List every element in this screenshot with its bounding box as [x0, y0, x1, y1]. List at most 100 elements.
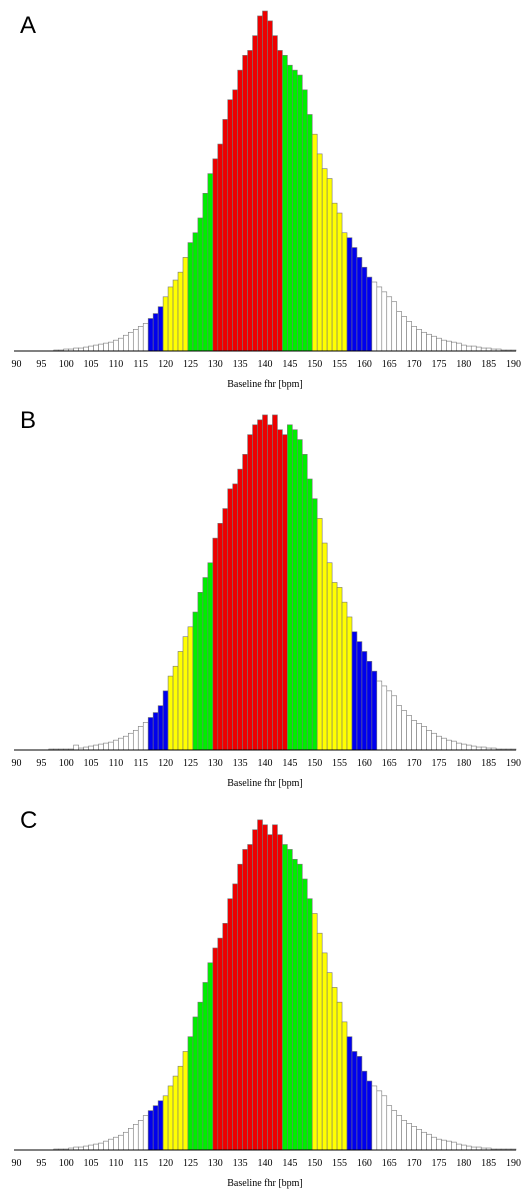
histogram-bar: [426, 729, 432, 751]
histogram-bar: [232, 483, 238, 751]
histogram-bar: [162, 1095, 169, 1151]
histogram-bar: [456, 1143, 462, 1151]
histogram-bar: [123, 334, 129, 352]
x-tick-label: 170: [407, 1158, 422, 1169]
histogram-bar: [177, 651, 184, 751]
x-tick-label: 185: [481, 1158, 496, 1169]
histogram-bar: [247, 844, 253, 1151]
histogram-bar: [331, 582, 338, 751]
histogram-bar: [441, 737, 447, 751]
histogram-bar: [252, 35, 258, 352]
histogram-bar: [336, 212, 343, 352]
histogram-bar: [232, 883, 238, 1151]
x-tick-label: 190: [506, 359, 521, 370]
histogram-bar: [222, 923, 229, 1151]
x-tick-label: 140: [258, 1158, 273, 1169]
histogram-bar: [147, 717, 154, 751]
histogram-bar: [331, 987, 338, 1151]
histogram-bar: [406, 321, 412, 352]
panel-c: C 90 95 100 105 110 115 120 125 130 135 140 145 150 1…: [11, 807, 521, 1189]
histogram-bar: [431, 732, 437, 751]
histogram-bar: [297, 863, 303, 1151]
histogram-bar: [147, 1110, 154, 1151]
x-tick-label: 105: [84, 1158, 99, 1169]
panel-a: A 90 95 100 105 110 115 120 125 130 135 140 145 150 1…: [11, 10, 521, 390]
histogram-bar: [371, 670, 378, 751]
histogram-bar: [401, 1120, 407, 1151]
histogram-bar: [326, 178, 333, 352]
histogram-bar: [282, 55, 288, 352]
histogram-bar: [326, 562, 333, 751]
panel-b: B 90 95 100 105 110 115 120 125 130 135 140 145 150 1…: [11, 407, 521, 789]
histogram-bar: [356, 1056, 363, 1151]
histogram-bar: [336, 587, 343, 751]
x-tick-label: 190: [506, 1158, 521, 1169]
histogram-bar: [386, 690, 393, 751]
histogram-bar: [396, 705, 402, 751]
histogram-bar: [262, 10, 268, 352]
histogram-bar: [292, 858, 298, 1151]
x-tick-label: 110: [109, 758, 124, 769]
histogram-bar: [103, 342, 109, 352]
histogram-bar: [187, 626, 194, 751]
histogram-bar: [446, 340, 452, 352]
x-tick-label: 185: [481, 758, 496, 769]
histogram-bar: [411, 720, 417, 751]
histogram-bar: [113, 339, 119, 352]
histogram-bar: [436, 337, 442, 352]
histogram-bar: [346, 616, 353, 751]
x-tick-label: 120: [158, 1158, 173, 1169]
histogram-bar: [306, 114, 313, 352]
histogram-bar: [242, 849, 248, 1151]
histogram-bar: [98, 343, 104, 352]
histogram-bar: [142, 722, 149, 751]
histogram-bar: [212, 947, 219, 1151]
histogram-bar: [441, 339, 447, 352]
histogram-bar: [346, 237, 353, 352]
x-axis-title: Baseline fhr [bpm]: [227, 379, 303, 390]
histogram-bar: [212, 537, 219, 751]
histogram-bar: [267, 424, 273, 751]
bar-group: [48, 414, 517, 751]
histogram-bar: [118, 1134, 124, 1151]
histogram-bar: [401, 710, 407, 751]
histogram-bar: [227, 488, 233, 751]
x-tick-labels: 90 95 100 105 110 115 120 125 130 135 140 145 150 155…: [11, 359, 521, 370]
x-tick-label: 125: [183, 758, 198, 769]
histogram-bar: [301, 89, 308, 352]
x-tick-label: 130: [208, 359, 223, 370]
x-tick-label: 125: [183, 359, 198, 370]
bar-group: [53, 10, 517, 352]
histogram-bar: [461, 743, 467, 751]
histogram-bar: [262, 414, 268, 751]
x-tick-label: 120: [158, 359, 173, 370]
histogram-bar: [108, 741, 114, 751]
histogram-bar: [356, 257, 363, 352]
histogram-bar: [212, 158, 219, 352]
histogram-bar: [157, 306, 164, 352]
histogram-bar: [93, 344, 99, 352]
histogram-bar: [73, 744, 79, 751]
histogram-bar: [108, 1138, 114, 1151]
histogram-bar: [366, 1080, 373, 1151]
histogram-bar: [192, 1016, 199, 1151]
histogram-bar: [182, 257, 189, 352]
histogram-bar: [341, 232, 348, 352]
histogram-bar: [83, 346, 89, 352]
histogram-bar: [451, 1141, 457, 1151]
histogram-bar: [103, 1140, 109, 1151]
histogram-bar: [137, 1120, 144, 1151]
histogram-bar: [292, 69, 298, 352]
histogram-bar: [123, 735, 129, 751]
x-tick-label: 135: [233, 1158, 248, 1169]
histogram-bar: [237, 69, 243, 352]
histogram-bar: [401, 316, 407, 352]
histogram-bar: [336, 1001, 343, 1151]
histogram-bar: [421, 726, 427, 751]
histogram-bar: [242, 454, 248, 751]
histogram-bar: [152, 313, 159, 352]
histogram-bar: [351, 631, 358, 751]
histogram-bar: [321, 952, 328, 1151]
histogram-bar: [321, 168, 328, 352]
x-tick-label: 145: [282, 758, 297, 769]
